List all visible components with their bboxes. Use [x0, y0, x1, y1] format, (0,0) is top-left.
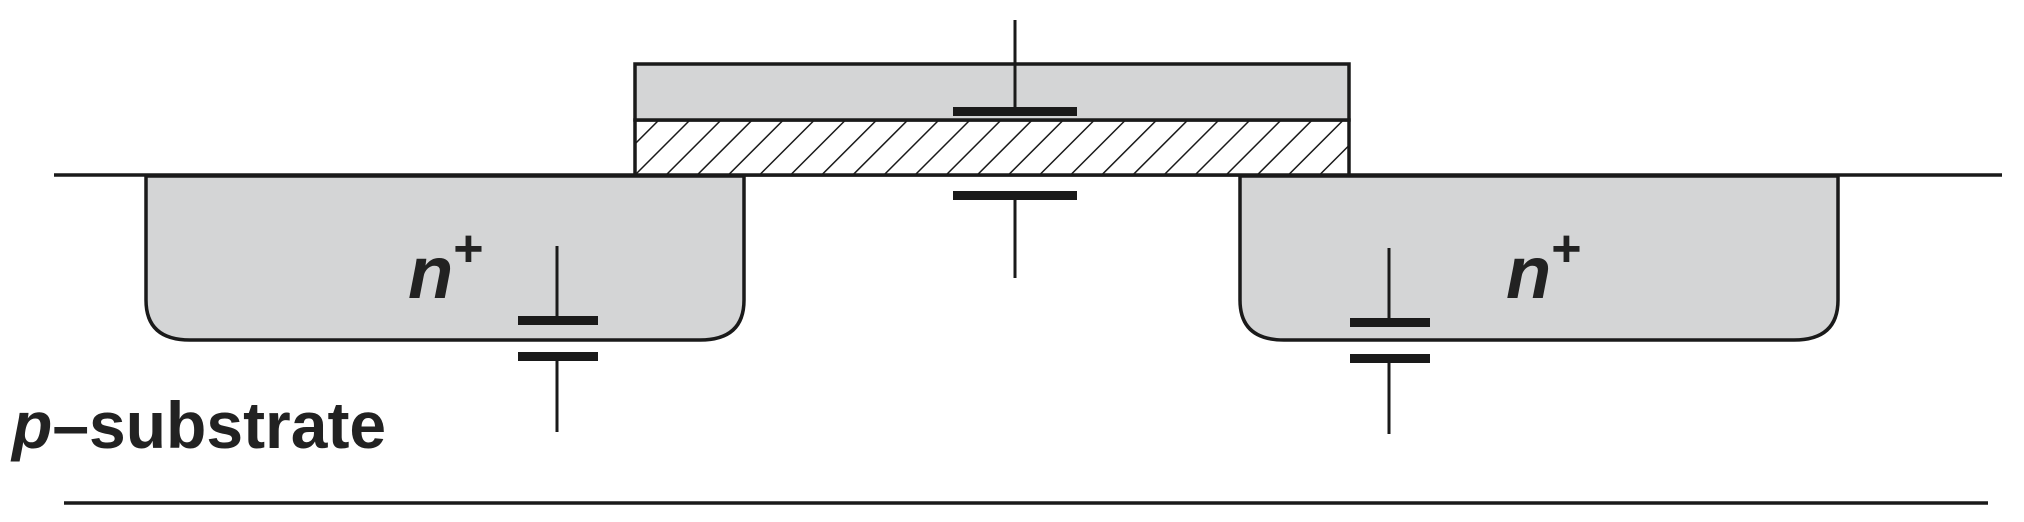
gate-capacitor-symbol: [953, 20, 1077, 278]
left-n-plus-region: [144, 174, 746, 342]
right-n-plus-label: n+: [1506, 220, 1582, 314]
right-junction-capacitor-symbol: [1350, 248, 1430, 434]
left-junction-capacitor-symbol: [518, 246, 598, 432]
left-n-plus-label: n+: [408, 220, 484, 314]
p-substrate-label: p–substrate: [10, 388, 386, 462]
